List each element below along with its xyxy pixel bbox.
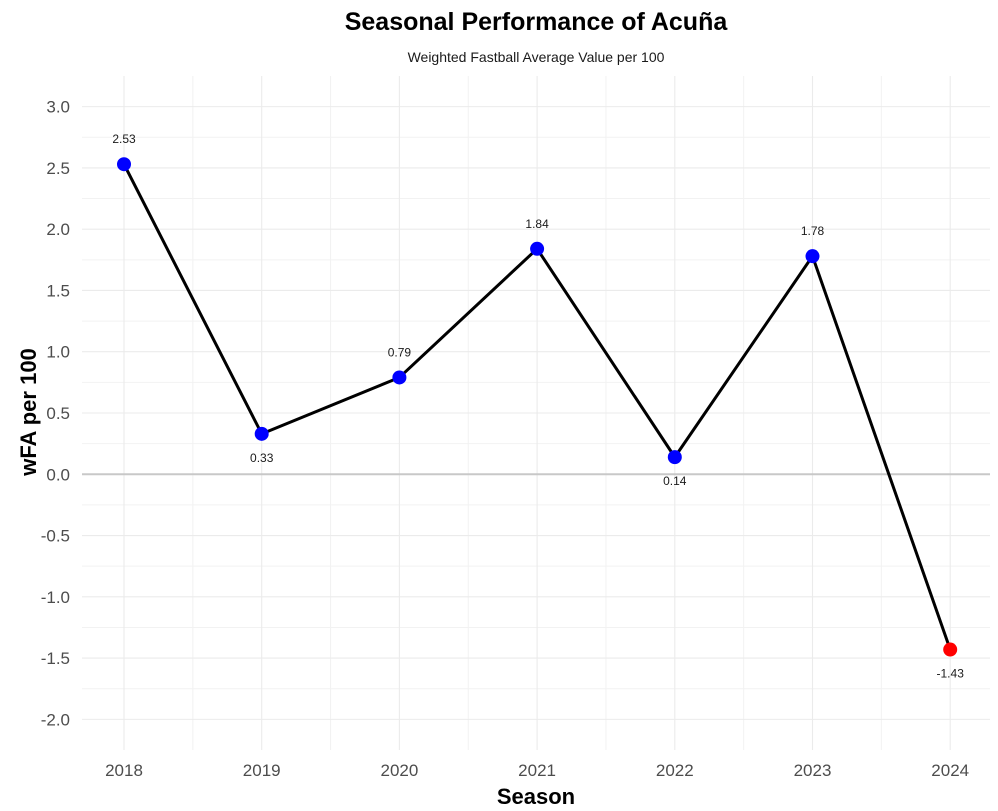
data-point-2022 bbox=[667, 450, 682, 465]
y-tick-label: -2.0 bbox=[41, 710, 70, 729]
y-tick-label: -0.5 bbox=[41, 527, 70, 546]
data-point-2023 bbox=[805, 249, 820, 264]
x-tick-label: 2018 bbox=[105, 761, 143, 780]
y-tick-label: 3.0 bbox=[46, 98, 70, 117]
y-tick-label: 2.0 bbox=[46, 220, 70, 239]
x-tick-label: 2021 bbox=[518, 761, 556, 780]
data-label-2024: -1.43 bbox=[937, 667, 965, 681]
data-label-2023: 1.78 bbox=[801, 224, 825, 238]
y-tick-label: 1.0 bbox=[46, 343, 70, 362]
data-point-2018 bbox=[117, 157, 131, 172]
x-tick-label: 2019 bbox=[243, 761, 281, 780]
y-tick-label: 1.5 bbox=[46, 281, 70, 300]
grid bbox=[82, 76, 990, 750]
x-axis-ticks: 2018 2019 2020 2021 2022 2023 2024 bbox=[105, 761, 969, 780]
data-label-2018: 2.53 bbox=[112, 132, 136, 146]
x-tick-label: 2023 bbox=[794, 761, 832, 780]
data-point-2019 bbox=[254, 426, 269, 441]
y-axis-title: wFA per 100 bbox=[16, 348, 41, 477]
data-label-2022: 0.14 bbox=[663, 474, 687, 488]
x-tick-label: 2024 bbox=[931, 761, 969, 780]
data-point-2021 bbox=[530, 241, 545, 256]
data-points bbox=[117, 157, 958, 657]
data-label-2020: 0.79 bbox=[388, 345, 412, 359]
y-tick-label: -1.0 bbox=[41, 588, 70, 607]
y-tick-label: 2.5 bbox=[46, 159, 70, 178]
data-point-2024 bbox=[943, 642, 958, 657]
chart-title: Seasonal Performance of Acuña bbox=[345, 8, 729, 36]
x-tick-label: 2020 bbox=[380, 761, 418, 780]
x-axis-title: Season bbox=[497, 784, 575, 809]
data-labels: 2.53 0.33 0.79 1.84 0.14 1.78 -1.43 bbox=[112, 132, 964, 680]
y-tick-label: 0.0 bbox=[46, 465, 70, 484]
data-label-2021: 1.84 bbox=[525, 217, 549, 231]
x-tick-label: 2022 bbox=[656, 761, 694, 780]
y-axis-ticks: -2.0 -1.5 -1.0 -0.5 0.0 0.5 1.0 1.5 2.0 2.5 3.0 bbox=[41, 98, 70, 730]
data-label-2019: 0.33 bbox=[250, 451, 274, 465]
data-point-2020 bbox=[392, 370, 407, 385]
y-tick-label: 0.5 bbox=[46, 404, 70, 423]
chart-subtitle: Weighted Fastball Average Value per 100 bbox=[408, 49, 665, 65]
y-tick-label: -1.5 bbox=[41, 649, 70, 668]
